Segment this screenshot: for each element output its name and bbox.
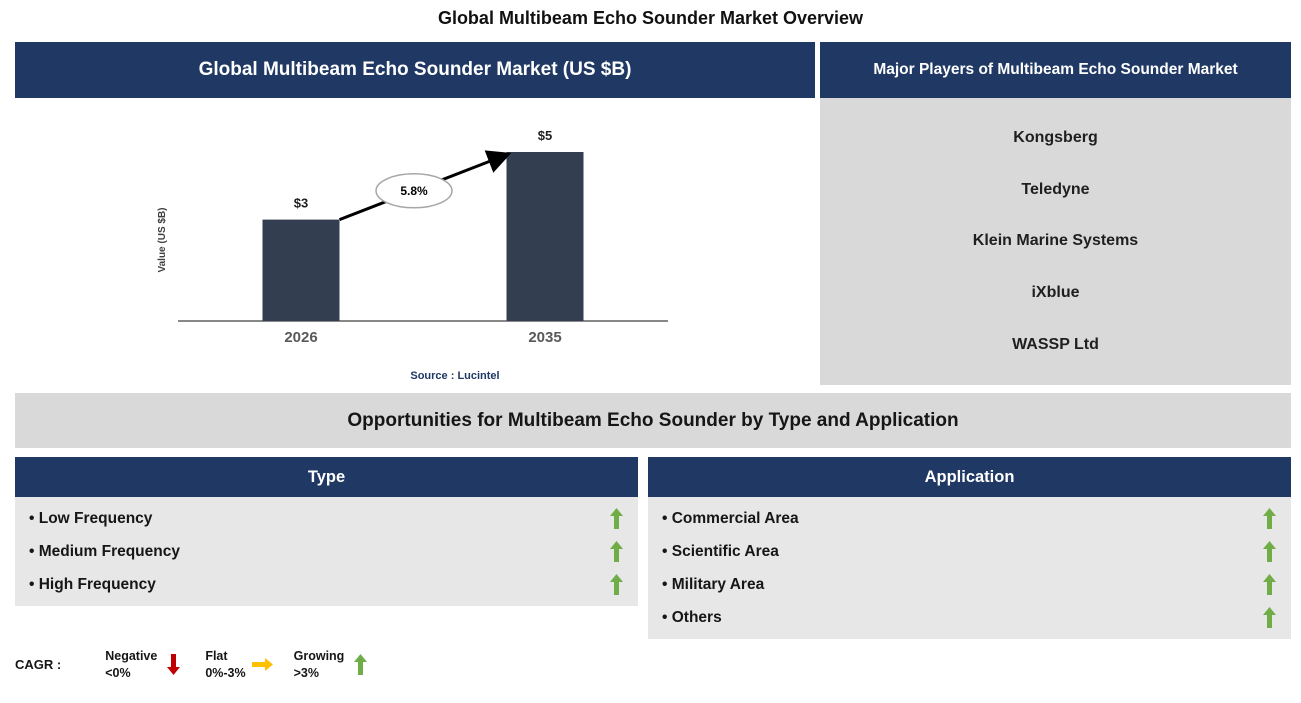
player-name: Kongsberg (1013, 128, 1098, 146)
negative-down-arrow-icon (166, 654, 181, 676)
list-item: High Frequency (15, 568, 638, 601)
list-item: Military Area (648, 568, 1291, 601)
legend-negative-range: <0% (105, 665, 131, 680)
player-name: WASSP Ltd (1012, 336, 1099, 354)
growing-up-arrow-icon (609, 574, 624, 596)
cagr-legend-title: CAGR : (15, 657, 62, 673)
player-name: iXblue (1031, 284, 1080, 302)
legend-growing-range: >3% (293, 665, 319, 680)
opportunities-banner: Opportunities for Multibeam Echo Sounder… (15, 393, 1291, 448)
type-header: Type (15, 457, 638, 497)
item-label: Military Area (662, 576, 764, 594)
item-label: Others (662, 609, 722, 627)
cagr-ellipse (375, 173, 453, 209)
y-axis-label: Value (US $B) (157, 207, 168, 272)
cagr-legend: CAGR : Negative <0% Flat 0%-3% Growing >… (15, 648, 392, 682)
bar-value-label: $3 (294, 196, 308, 211)
bar-2026 (262, 219, 340, 321)
legend-entry-flat: Flat 0%-3% (205, 648, 273, 682)
player-name: Teledyne (1021, 180, 1090, 198)
player-name: Klein Marine Systems (972, 232, 1139, 250)
legend-flat-range: 0%-3% (205, 665, 246, 680)
item-label: High Frequency (29, 576, 156, 594)
item-label: Scientific Area (662, 543, 779, 561)
item-label: Medium Frequency (29, 543, 180, 561)
growing-up-arrow-icon (1262, 607, 1277, 629)
application-list: Commercial Area Scientific Area Military… (648, 497, 1291, 639)
application-box: Application Commercial Area Scientific A… (648, 457, 1291, 639)
item-label: Commercial Area (662, 510, 799, 528)
list-item: Others (648, 601, 1291, 634)
bar-chart-svg: Value (US $B) Source : Lucintel $3 2026 $5… (157, 128, 668, 382)
legend-negative-name: Negative (105, 649, 158, 663)
market-chart-header: Global Multibeam Echo Sounder Market (US… (15, 42, 815, 98)
market-chart-panel: Global Multibeam Echo Sounder Market (US… (15, 42, 815, 390)
legend-entry-negative: Negative <0% (105, 648, 181, 682)
list-item: Scientific Area (648, 535, 1291, 568)
legend-growing-name: Growing (293, 649, 345, 663)
item-label: Low Frequency (29, 510, 153, 528)
legend-flat-name: Flat (205, 649, 228, 663)
major-players-header: Major Players of Multibeam Echo Sounder … (820, 42, 1291, 98)
growing-up-arrow-icon (1262, 508, 1277, 530)
page-title: Global Multibeam Echo Sounder Market Ove… (437, 8, 864, 28)
x-tick-label: 2035 (528, 329, 561, 346)
list-item: Low Frequency (15, 502, 638, 535)
flat-right-arrow-icon (251, 654, 273, 676)
growing-up-arrow-icon (609, 508, 624, 530)
growing-up-arrow-icon (1262, 574, 1277, 596)
type-list: Low Frequency Medium Frequency High Freq… (15, 497, 638, 606)
x-tick-label: 2026 (284, 329, 317, 346)
major-players-panel: Major Players of Multibeam Echo Sounder … (820, 42, 1291, 385)
list-item: Commercial Area (648, 502, 1291, 535)
cagr-annotation: 5.8% (400, 184, 428, 198)
application-header: Application (648, 457, 1291, 497)
bar-2035 (506, 152, 584, 321)
bar-chart: Value (US $B) Source : Lucintel $3 2026 $5… (15, 98, 815, 390)
bar-value-label: $5 (538, 128, 552, 143)
growing-up-arrow-icon (609, 541, 624, 563)
growing-up-arrow-icon (1262, 541, 1277, 563)
legend-entry-growing: Growing >3% (294, 648, 369, 682)
type-box: Type Low Frequency Medium Frequency (15, 457, 638, 606)
major-players-list: Kongsberg Teledyne Klein Marine Systems … (820, 98, 1291, 385)
list-item: Medium Frequency (15, 535, 638, 568)
source-label: Source : Lucintel (410, 370, 499, 382)
growing-up-arrow-icon (353, 654, 368, 676)
